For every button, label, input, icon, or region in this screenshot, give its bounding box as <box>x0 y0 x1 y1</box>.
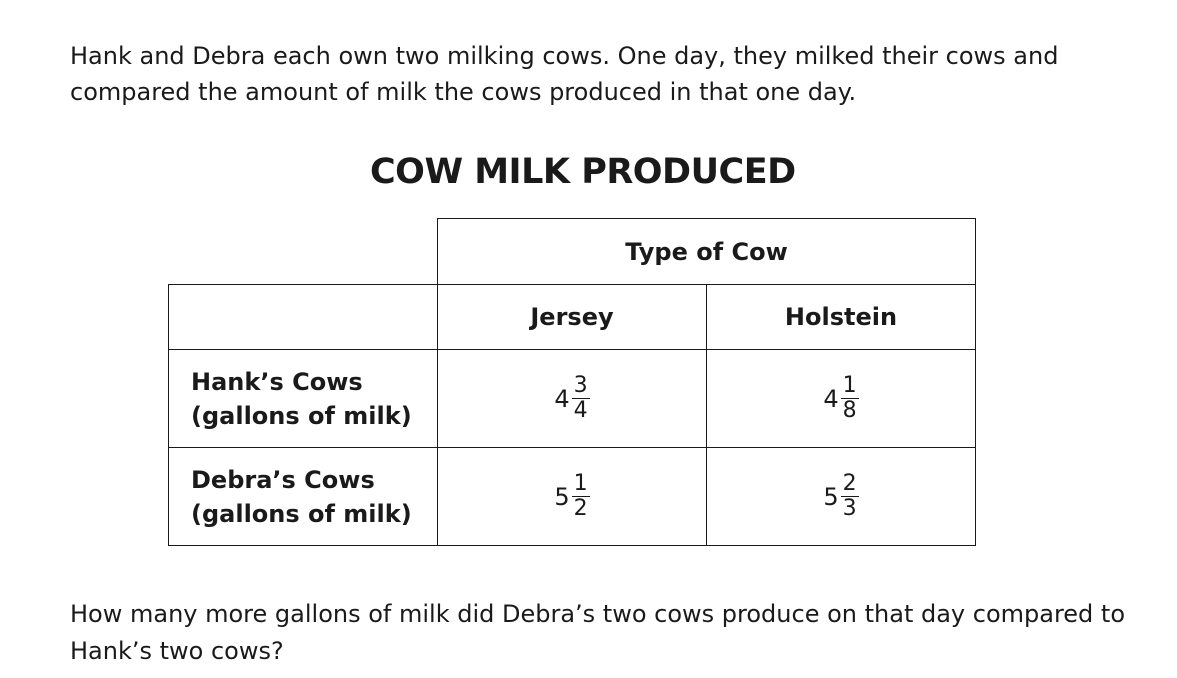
fraction: 2 3 <box>840 471 859 521</box>
mixed-number: 4 3 4 <box>554 373 590 423</box>
denominator: 4 <box>573 398 588 423</box>
whole-part: 5 <box>554 482 570 511</box>
row-label-hank: Hank’s Cows (gallons of milk) <box>168 349 438 448</box>
cell-debra-jersey: 5 1 2 <box>437 447 707 546</box>
row-label-debra: Debra’s Cows (gallons of milk) <box>168 447 438 546</box>
mixed-number: 5 1 2 <box>554 471 590 521</box>
table-column-header-row: Jersey Holstein <box>168 284 976 350</box>
numerator: 3 <box>571 373 590 399</box>
numerator: 2 <box>840 471 859 497</box>
question-text: How many more gallons of milk did Debra’… <box>70 600 1126 665</box>
intro-text: Hank and Debra each own two milking cows… <box>70 42 1059 106</box>
cell-debra-holstein: 5 2 3 <box>706 447 976 546</box>
cell-hank-jersey: 4 3 4 <box>437 349 707 448</box>
column-header-holstein: Holstein <box>706 284 976 350</box>
mixed-number: 5 2 3 <box>823 471 859 521</box>
row-label-hank-line2: (gallons of milk) <box>191 401 412 430</box>
empty-header-cell <box>168 284 438 350</box>
row-label-debra-line1: Debra’s Cows <box>191 465 375 494</box>
whole-part: 4 <box>823 384 839 413</box>
whole-part: 4 <box>554 384 570 413</box>
numerator: 1 <box>840 373 859 399</box>
milk-table: Type of Cow Jersey Holstein Hank’s Cows … <box>168 218 976 546</box>
fraction: 1 8 <box>840 373 859 423</box>
row-label-debra-line2: (gallons of milk) <box>191 499 412 528</box>
denominator: 8 <box>842 398 857 423</box>
whole-part: 5 <box>823 482 839 511</box>
type-of-cow-header: Type of Cow <box>437 218 976 285</box>
milk-table-container: Type of Cow Jersey Holstein Hank’s Cows … <box>168 218 976 546</box>
table-row-hank: Hank’s Cows (gallons of milk) 4 3 4 4 1 <box>168 349 976 448</box>
row-label-hank-line1: Hank’s Cows <box>191 367 363 396</box>
table-group-header-row: Type of Cow <box>169 218 976 285</box>
column-header-jersey: Jersey <box>437 284 707 350</box>
numerator: 1 <box>571 471 590 497</box>
empty-corner-cell <box>169 219 438 285</box>
denominator: 2 <box>573 496 588 521</box>
table-title: COW MILK PRODUCED <box>370 152 796 192</box>
cell-hank-holstein: 4 1 8 <box>706 349 976 448</box>
denominator: 3 <box>842 496 857 521</box>
fraction: 1 2 <box>571 471 590 521</box>
fraction: 3 4 <box>571 373 590 423</box>
mixed-number: 4 1 8 <box>823 373 859 423</box>
table-row-debra: Debra’s Cows (gallons of milk) 5 1 2 5 2 <box>168 447 976 546</box>
